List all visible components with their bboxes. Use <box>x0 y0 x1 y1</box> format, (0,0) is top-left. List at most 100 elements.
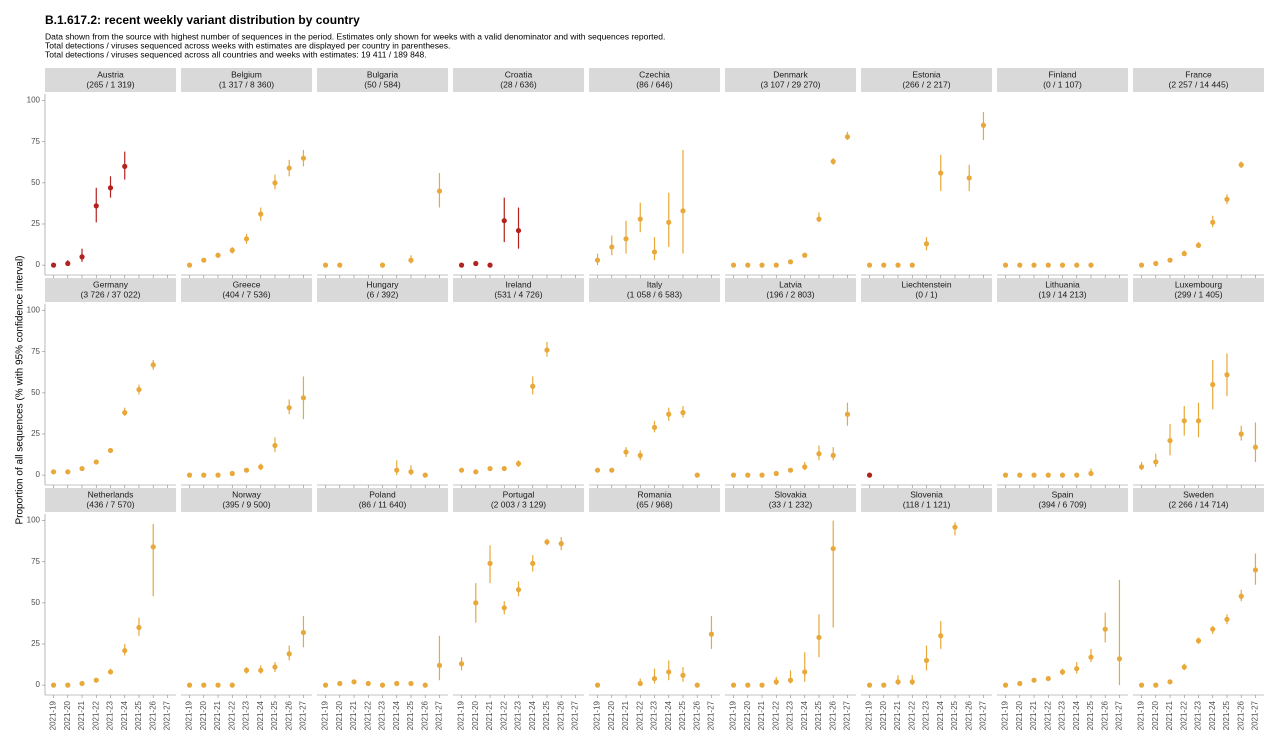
point <box>1238 593 1244 599</box>
point <box>730 472 737 478</box>
point <box>50 682 57 688</box>
point <box>515 587 522 593</box>
x-tick-label: 2021-21 <box>893 700 902 730</box>
point <box>1059 669 1066 675</box>
point <box>1045 262 1051 268</box>
point <box>337 262 343 268</box>
panel-title: Slovenia <box>910 489 943 499</box>
x-tick-label: 2021-25 <box>406 700 415 730</box>
point <box>923 657 930 664</box>
point <box>544 539 550 545</box>
point <box>422 472 428 478</box>
x-tick-label: 2021-20 <box>743 700 752 730</box>
point <box>637 680 643 687</box>
point <box>1074 666 1080 672</box>
panel-subtitle: (436 / 7 570) <box>86 499 134 509</box>
strip <box>317 278 448 302</box>
x-tick-label: 2021-26 <box>148 700 157 730</box>
x-tick-label: 2021-27 <box>979 700 988 730</box>
point <box>759 682 765 688</box>
panel-title: Hungary <box>366 279 399 289</box>
point <box>122 410 128 416</box>
point <box>1195 242 1202 248</box>
point <box>773 470 779 477</box>
point <box>866 682 873 688</box>
panel-subtitle: (1 317 / 8 360) <box>219 79 274 89</box>
panel-subtitle: (196 / 2 803) <box>766 289 814 299</box>
y-tick-label: 75 <box>31 347 40 356</box>
point <box>243 467 250 473</box>
point <box>186 262 193 268</box>
y-tick-label: 75 <box>31 557 40 566</box>
point <box>215 252 221 258</box>
point <box>1195 638 1202 644</box>
point <box>666 219 672 225</box>
x-tick-label: 2021-22 <box>91 700 100 730</box>
strip <box>997 488 1128 512</box>
point <box>473 469 479 475</box>
point <box>694 472 700 478</box>
point <box>379 682 386 688</box>
point <box>487 560 493 566</box>
point <box>787 677 794 683</box>
point <box>1017 680 1023 687</box>
panel-title: Germany <box>93 279 129 289</box>
panel-title: Netherlands <box>88 489 134 499</box>
panel-title: Liechtenstein <box>901 279 951 289</box>
point <box>666 669 672 675</box>
point <box>1224 196 1230 202</box>
point <box>365 680 371 687</box>
x-tick-label: 2021-22 <box>1179 700 1188 730</box>
point <box>745 262 751 268</box>
point <box>458 262 465 268</box>
y-tick-label: 25 <box>31 219 40 228</box>
point <box>408 469 414 475</box>
panel-title: France <box>1185 69 1212 79</box>
point <box>229 682 235 688</box>
strip <box>861 68 992 92</box>
point <box>473 260 479 267</box>
point <box>1017 472 1023 478</box>
point <box>680 410 686 416</box>
panel-subtitle: (65 / 968) <box>636 499 673 509</box>
point <box>1181 664 1187 670</box>
panel-subtitle: (0 / 1) <box>915 289 937 299</box>
chart-subtitle: Total detections / viruses sequenced acr… <box>45 49 427 59</box>
panel-title: Ireland <box>506 279 532 289</box>
point <box>1045 472 1051 478</box>
panel-subtitle: (33 / 1 232) <box>769 499 813 509</box>
point <box>1138 464 1145 470</box>
y-tick-label: 75 <box>31 137 40 146</box>
chart-subtitle: Total detections / viruses sequenced acr… <box>45 40 450 50</box>
point <box>487 465 493 472</box>
x-tick-label: 2021-26 <box>964 700 973 730</box>
point <box>730 682 737 688</box>
point <box>272 442 278 449</box>
point <box>150 544 156 550</box>
point <box>272 664 278 670</box>
point <box>50 262 57 268</box>
point <box>623 236 629 242</box>
point <box>1167 437 1173 444</box>
x-tick-label: 2021-22 <box>1043 700 1052 730</box>
point <box>107 185 114 191</box>
x-tick-label: 2021-23 <box>378 700 387 730</box>
panel-title: Latvia <box>779 279 802 289</box>
point <box>1045 675 1051 682</box>
point <box>394 680 400 687</box>
point <box>1153 682 1159 688</box>
x-tick-label: 2021-25 <box>814 700 823 730</box>
point <box>1195 418 1202 424</box>
point <box>1088 654 1094 660</box>
x-tick-label: 2021-25 <box>542 700 551 730</box>
panel-title: Austria <box>97 69 124 79</box>
point <box>286 405 292 411</box>
panel-subtitle: (265 / 1 319) <box>86 79 134 89</box>
x-tick-label: 2021-20 <box>335 700 344 730</box>
point <box>787 467 794 473</box>
strip <box>317 68 448 92</box>
panel-subtitle: (2 257 / 14 445) <box>1168 79 1228 89</box>
x-tick-label: 2021-27 <box>707 700 716 730</box>
point <box>773 679 779 685</box>
point <box>351 679 357 685</box>
